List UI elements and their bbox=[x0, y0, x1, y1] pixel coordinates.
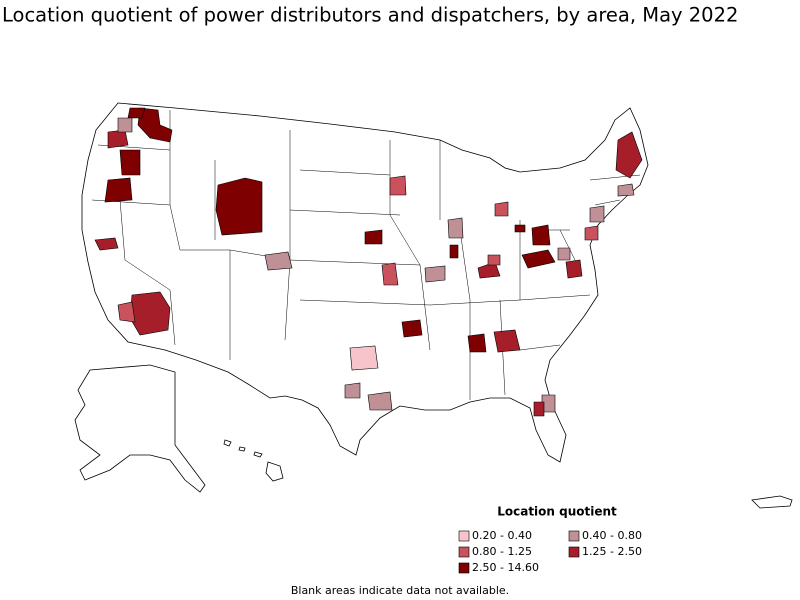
footnote: Blank areas indicate data not available. bbox=[291, 584, 509, 597]
area-california-se bbox=[117, 301, 136, 323]
puerto-rico bbox=[751, 495, 793, 509]
area-montana-nw bbox=[127, 107, 146, 119]
area-oregon-central bbox=[119, 149, 141, 176]
area-texas-houston bbox=[367, 391, 393, 411]
area-virginia-west bbox=[557, 247, 571, 261]
legend-swatch bbox=[458, 546, 470, 558]
legend-label: 1.25 - 2.50 bbox=[582, 545, 642, 558]
legend-swatch bbox=[458, 562, 470, 574]
area-ohio bbox=[531, 224, 551, 246]
alaska bbox=[74, 364, 206, 493]
area-texas-north bbox=[349, 345, 379, 371]
area-florida-west bbox=[533, 401, 545, 417]
area-alabama bbox=[493, 329, 521, 353]
area-oklahoma bbox=[401, 319, 423, 338]
map-title: Location quotient of power distributors … bbox=[2, 4, 738, 27]
area-washington bbox=[137, 107, 173, 143]
area-colorado bbox=[264, 251, 293, 271]
area-missouri bbox=[424, 265, 446, 283]
map bbox=[74, 102, 793, 509]
legend-label: 0.40 - 0.80 bbox=[582, 529, 642, 542]
area-iowa bbox=[364, 229, 383, 245]
legend-swatch bbox=[568, 546, 580, 558]
legend-swatch bbox=[568, 530, 580, 542]
hawaii bbox=[223, 439, 284, 482]
area-tennessee bbox=[514, 224, 526, 233]
legend-label: 2.50 - 14.60 bbox=[472, 561, 539, 574]
area-washington-nw bbox=[117, 117, 133, 133]
area-pennsylvania bbox=[584, 225, 599, 241]
area-mississippi bbox=[467, 333, 487, 353]
legend-title: Location quotient bbox=[497, 505, 617, 519]
area-illinois bbox=[447, 217, 464, 239]
legend-label: 0.80 - 1.25 bbox=[472, 545, 532, 558]
area-wyoming bbox=[215, 177, 263, 236]
area-arizona bbox=[129, 291, 171, 336]
legend-label: 0.20 - 0.40 bbox=[472, 529, 532, 542]
area-minnesota bbox=[389, 175, 407, 196]
area-kansas bbox=[381, 262, 399, 286]
area-west-virginia bbox=[521, 249, 556, 269]
area-michigan bbox=[494, 201, 509, 217]
area-kentucky-east bbox=[487, 254, 501, 266]
area-maine bbox=[615, 131, 643, 179]
area-oregon-east bbox=[104, 177, 133, 203]
state-borders bbox=[91, 110, 641, 400]
area-washington-west bbox=[107, 129, 129, 149]
area-illinois-south bbox=[449, 244, 459, 259]
legend-swatch bbox=[458, 530, 470, 542]
area-virginia bbox=[565, 259, 583, 279]
area-new-york bbox=[589, 205, 605, 223]
area-texas-central bbox=[344, 382, 361, 399]
area-california-bay bbox=[94, 237, 119, 251]
area-massachusetts bbox=[617, 183, 635, 197]
legend: Location quotient 0.20 - 0.40 0.40 - 0.80… bbox=[458, 505, 642, 574]
